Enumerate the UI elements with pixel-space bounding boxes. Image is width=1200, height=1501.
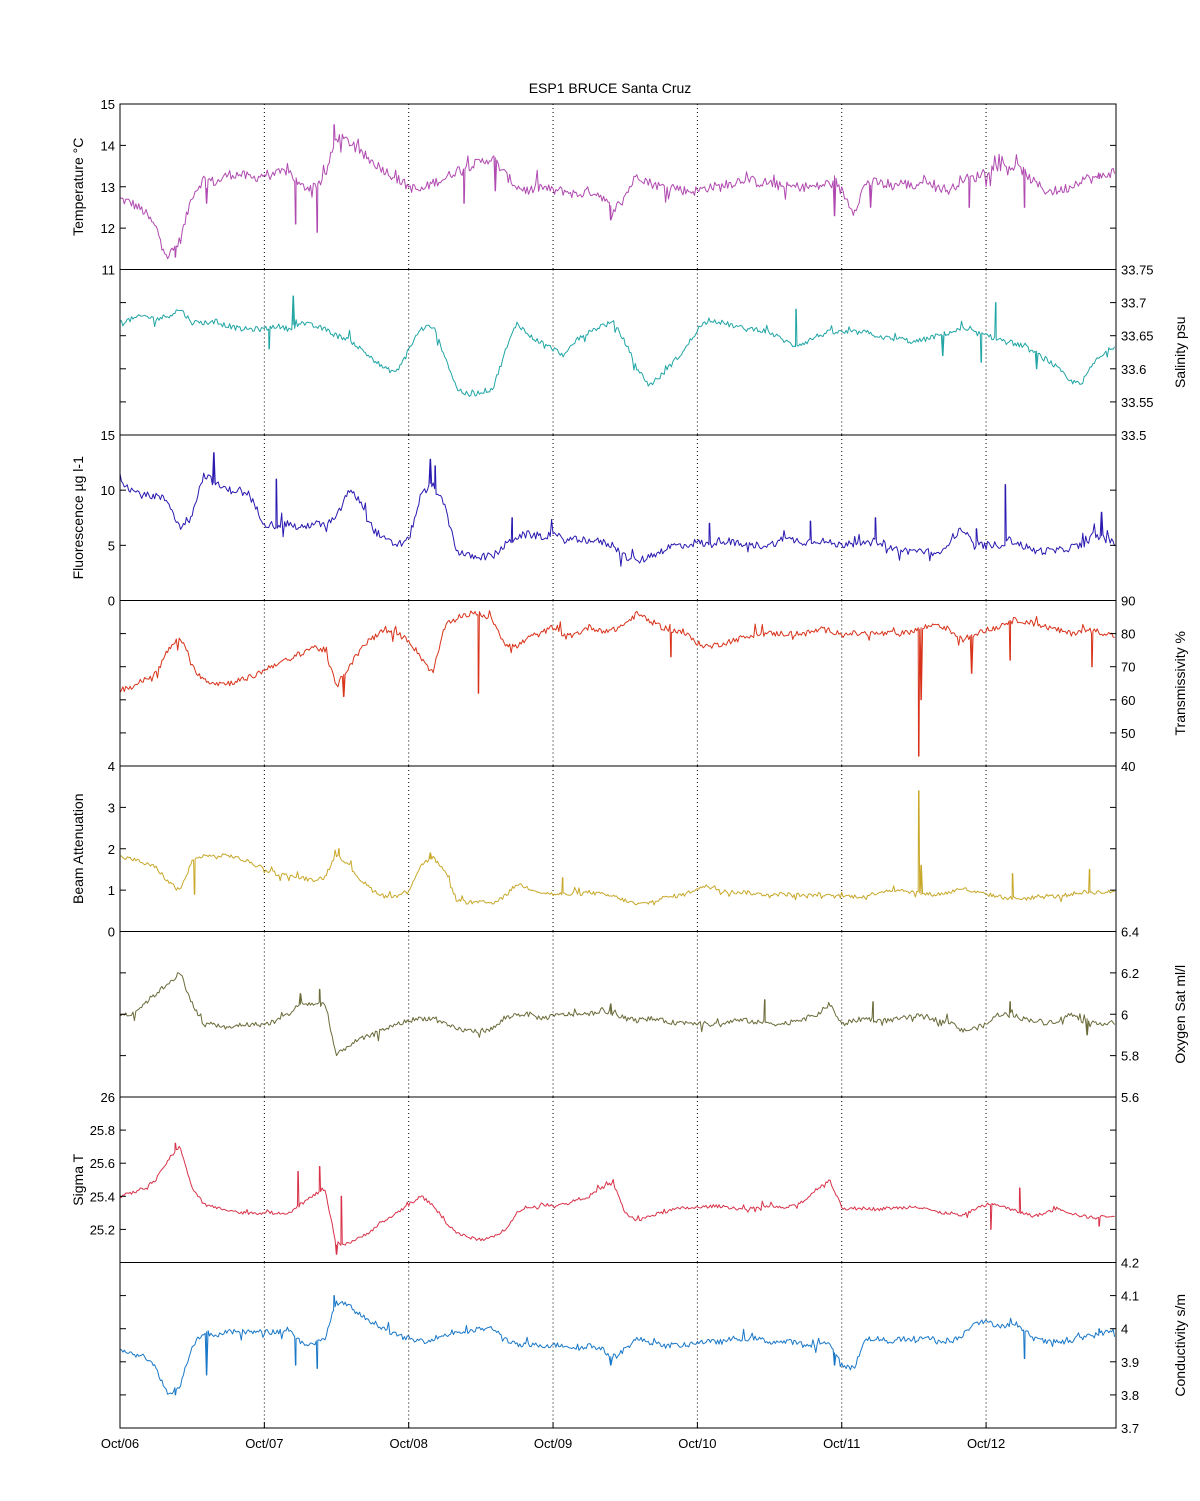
- ytick-label-salinity: 33.6: [1121, 362, 1146, 377]
- ytick-label-temperature: 12: [101, 221, 115, 236]
- ytick-label-transmissivity: 60: [1121, 693, 1135, 708]
- ytick-label-temperature: 15: [101, 97, 115, 112]
- xtick-label-oct-06: Oct/06: [101, 1436, 139, 1451]
- ytick-label-temperature: 11: [102, 263, 116, 278]
- panel-beam_attenuation: 0 1 2 3 4 Beam Attenuation: [70, 759, 1117, 940]
- xtick-label-oct-07: Oct/07: [245, 1436, 283, 1451]
- panel-conductivity: 3.7 3.8 3.9 4 4.1 4.2 Conductivity s/m: [119, 1256, 1188, 1436]
- xtick-label-oct-09: Oct/09: [534, 1436, 572, 1451]
- series-line-conductivity: [119, 1295, 1116, 1396]
- series-line-oxygen_sat: [119, 972, 1115, 1057]
- ytick-label-oxygen_sat: 6.4: [1121, 925, 1139, 940]
- panel-frame-beam_attenuation: [119, 765, 1117, 932]
- ytick-label-sigma_t: 26: [101, 1090, 115, 1105]
- xtick-label-oct-08: Oct/08: [390, 1436, 428, 1451]
- ytick-label-conductivity: 3.7: [1121, 1421, 1139, 1436]
- ytick-label-transmissivity: 40: [1121, 759, 1135, 774]
- ylabel-fluorescence: Fluorescence µg l-1: [70, 456, 86, 579]
- ytick-label-beam_attenuation: 4: [108, 759, 115, 774]
- ytick-label-oxygen_sat: 5.8: [1121, 1049, 1139, 1064]
- panel-salinity: 33.5 33.55 33.6 33.65 33.7 33.75 Salinity psu: [119, 263, 1188, 443]
- panel-frame-transmissivity: [119, 600, 1117, 767]
- series-line-sigma_t: [119, 1142, 1115, 1255]
- panel-frame-salinity: [119, 269, 1117, 436]
- ytick-label-conductivity: 4.2: [1121, 1256, 1139, 1271]
- ytick-label-salinity: 33.5: [1121, 428, 1146, 443]
- x-axis: Oct/06 Oct/07 Oct/08 Oct/09 Oct/10 Oct/11 Oct/…: [101, 1422, 1005, 1451]
- ytick-label-sigma_t: 25.6: [90, 1156, 115, 1171]
- ytick-label-conductivity: 4: [1121, 1322, 1128, 1337]
- panel-oxygen_sat: 5.6 5.8 6 6.2 6.4 Oxygen Sat ml/l: [119, 925, 1188, 1105]
- xtick-label-oct-10: Oct/10: [678, 1436, 716, 1451]
- xtick-label-oct-11: Oct/11: [823, 1436, 860, 1451]
- chart-title: ESP1 BRUCE Santa Cruz: [529, 80, 692, 96]
- panel-frame-conductivity: [119, 1262, 1117, 1429]
- ytick-label-conductivity: 3.8: [1121, 1388, 1139, 1403]
- ytick-label-sigma_t: 25.4: [90, 1189, 115, 1204]
- ylabel-sigma_t: Sigma T: [70, 1153, 86, 1205]
- panel-frame-sigma_t: [119, 1096, 1117, 1263]
- ytick-label-beam_attenuation: 3: [108, 800, 115, 815]
- ytick-label-sigma_t: 25.8: [90, 1123, 115, 1138]
- series-line-beam_attenuation: [119, 790, 1115, 906]
- series-line-temperature: [119, 124, 1116, 260]
- ytick-label-fluorescence: 15: [101, 428, 115, 443]
- ytick-label-salinity: 33.65: [1121, 329, 1154, 344]
- panel-frame-fluorescence: [119, 434, 1117, 601]
- ytick-label-salinity: 33.7: [1121, 296, 1146, 311]
- ytick-label-conductivity: 3.9: [1121, 1355, 1139, 1370]
- panel-frame-temperature: [119, 103, 1117, 270]
- ytick-label-beam_attenuation: 1: [108, 883, 115, 898]
- ytick-label-transmissivity: 50: [1121, 726, 1135, 741]
- ylabel-transmissivity: Transmissivity %: [1172, 631, 1188, 736]
- ylabel-beam_attenuation: Beam Attenuation: [70, 793, 86, 904]
- ytick-label-salinity: 33.75: [1121, 263, 1154, 278]
- ytick-label-fluorescence: 5: [108, 538, 115, 553]
- ytick-label-oxygen_sat: 6.2: [1121, 966, 1139, 981]
- panel-frame-oxygen_sat: [119, 931, 1117, 1098]
- ytick-label-fluorescence: 10: [101, 483, 115, 498]
- series-line-transmissivity: [119, 610, 1115, 757]
- ytick-label-salinity: 33.55: [1121, 395, 1154, 410]
- panel-transmissivity: 40 50 60 70 80 90 Transmissivity %: [119, 594, 1188, 774]
- ytick-label-temperature: 13: [101, 180, 115, 195]
- xtick-label-oct-12: Oct/12: [967, 1436, 1005, 1451]
- ytick-label-transmissivity: 70: [1121, 660, 1135, 675]
- ytick-label-oxygen_sat: 5.6: [1121, 1090, 1139, 1105]
- ytick-label-oxygen_sat: 6: [1121, 1007, 1128, 1022]
- ytick-label-beam_attenuation: 2: [108, 842, 115, 857]
- panel-sigma_t: 25.2 25.4 25.6 25.8 26 Sigma T: [70, 1090, 1117, 1263]
- panel-fluorescence: 0 5 10 15 Fluorescence µg l-1: [70, 428, 1117, 609]
- ytick-label-temperature: 14: [101, 138, 115, 153]
- ytick-label-beam_attenuation: 0: [108, 925, 115, 940]
- ytick-label-conductivity: 4.1: [1121, 1289, 1139, 1304]
- ytick-label-transmissivity: 90: [1121, 594, 1135, 609]
- series-line-fluorescence: [119, 452, 1116, 567]
- panel-temperature: 11 12 13 14 15 Temperature °C: [70, 97, 1117, 278]
- ytick-label-transmissivity: 80: [1121, 627, 1135, 642]
- ylabel-salinity: Salinity psu: [1172, 316, 1188, 388]
- ytick-label-sigma_t: 25.2: [90, 1222, 115, 1237]
- ytick-label-fluorescence: 0: [108, 594, 115, 609]
- series-line-salinity: [119, 295, 1116, 397]
- ylabel-conductivity: Conductivity s/m: [1172, 1294, 1188, 1397]
- ylabel-oxygen_sat: Oxygen Sat ml/l: [1172, 965, 1188, 1064]
- ylabel-temperature: Temperature °C: [70, 138, 86, 236]
